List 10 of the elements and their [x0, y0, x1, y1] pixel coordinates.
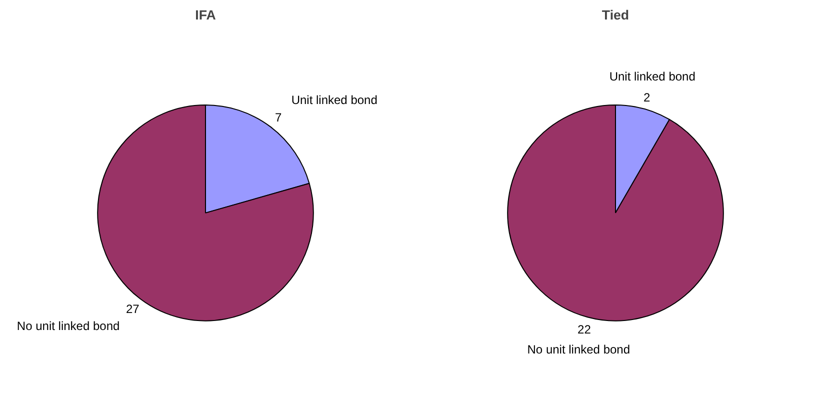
slice-label: No unit linked bond: [527, 342, 630, 357]
data-label: 27: [126, 302, 140, 316]
slice-label: Unit linked bond: [609, 69, 696, 84]
data-label: 7: [274, 110, 282, 125]
slice-label: Unit linked bond: [291, 93, 378, 108]
data-label: 2: [643, 90, 650, 104]
chart-title: Tied: [602, 8, 630, 22]
slice-label: No unit linked bond: [16, 318, 120, 333]
data-label: 22: [578, 322, 592, 336]
chart-title: IFA: [195, 8, 216, 22]
